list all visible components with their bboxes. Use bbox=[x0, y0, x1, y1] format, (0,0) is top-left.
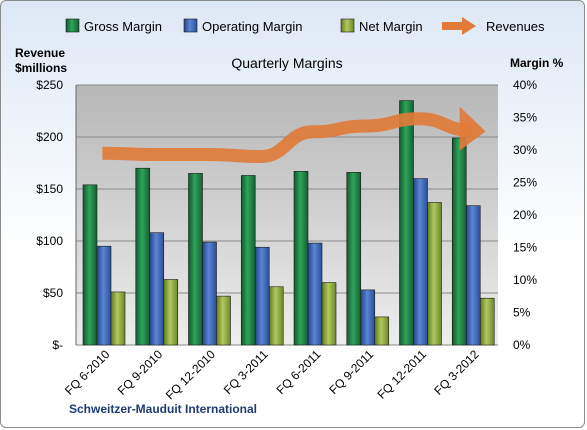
right-tick-label: 20% bbox=[513, 208, 537, 222]
x-tick-label: FQ 6-2011 bbox=[274, 347, 324, 397]
revenue-line-group bbox=[102, 106, 486, 163]
bar-net-margin-2 bbox=[216, 295, 231, 346]
legend-label: Revenues bbox=[486, 19, 545, 34]
legend-swatch-operating-margin bbox=[183, 18, 198, 33]
x-tick-label: FQ 6-2010 bbox=[62, 347, 113, 398]
left-tick-label: $150 bbox=[36, 182, 63, 196]
bar-gross-margin-2 bbox=[188, 173, 203, 346]
right-tick-label: 35% bbox=[513, 111, 537, 125]
bar-operating-margin-6 bbox=[413, 178, 428, 346]
bar-gross-margin-6 bbox=[399, 100, 414, 346]
legend-arrow-icon bbox=[462, 17, 476, 35]
right-tick-label: 30% bbox=[513, 143, 537, 157]
x-tick-label: FQ 3-2012 bbox=[431, 347, 482, 398]
bar-net-margin-1 bbox=[163, 279, 179, 346]
x-tick-label: FQ 3-2011 bbox=[221, 347, 271, 397]
left-tick-label: $- bbox=[52, 338, 63, 352]
bar-operating-margin-0 bbox=[96, 245, 112, 346]
right-tick-label: 0% bbox=[513, 338, 531, 352]
bar-net-margin-7 bbox=[479, 297, 495, 346]
right-tick-label: 25% bbox=[513, 176, 537, 190]
legend-label: Gross Margin bbox=[84, 19, 162, 34]
x-tick-label: FQ 9-2011 bbox=[326, 347, 376, 397]
revenue-arrowhead bbox=[459, 106, 486, 151]
bars-group bbox=[82, 100, 495, 346]
bar-operating-margin-4 bbox=[307, 242, 323, 346]
x-tick-label: FQ 12-2010 bbox=[163, 347, 218, 402]
left-tick-label: $200 bbox=[36, 130, 63, 144]
left-axis-title-line2: $millions bbox=[15, 61, 67, 75]
x-tick-label: FQ 12-2011 bbox=[374, 347, 429, 402]
left-tick-label: $100 bbox=[36, 234, 63, 248]
bar-net-margin-0 bbox=[110, 291, 126, 346]
left-tick-label: $250 bbox=[36, 78, 63, 92]
right-axis-title: Margin % bbox=[510, 56, 564, 70]
bar-gross-margin-1 bbox=[135, 167, 151, 346]
bar-net-margin-6 bbox=[427, 202, 442, 346]
bar-operating-margin-5 bbox=[360, 289, 376, 346]
chart-title: Quarterly Margins bbox=[231, 55, 342, 71]
right-tick-label: 40% bbox=[513, 78, 537, 92]
bar-operating-margin-2 bbox=[202, 241, 217, 346]
bar-gross-margin-0 bbox=[82, 184, 98, 346]
left-axis-title-line1: Revenue bbox=[15, 46, 65, 60]
right-tick-label: 10% bbox=[513, 273, 537, 287]
right-tick-label: 15% bbox=[513, 241, 537, 255]
legend: Gross Margin Operating Margin Net Margin Re… bbox=[65, 17, 545, 35]
left-tick-label: $50 bbox=[43, 286, 63, 300]
bar-net-margin-4 bbox=[321, 282, 337, 346]
bar-net-margin-3 bbox=[268, 286, 284, 346]
bar-operating-margin-7 bbox=[465, 205, 481, 346]
bar-gross-margin-4 bbox=[293, 171, 309, 346]
legend-swatch-net-margin bbox=[340, 18, 355, 33]
bar-gross-margin-5 bbox=[346, 172, 362, 346]
bar-operating-margin-3 bbox=[254, 246, 270, 346]
right-tick-label: 5% bbox=[513, 306, 531, 320]
revenue-line bbox=[102, 112, 472, 163]
bar-net-margin-5 bbox=[374, 316, 390, 346]
bar-gross-margin-7 bbox=[451, 137, 467, 346]
bar-operating-margin-1 bbox=[149, 232, 165, 346]
legend-swatch-gross-margin bbox=[65, 18, 80, 33]
legend-label: Net Margin bbox=[359, 19, 423, 34]
legend-label: Operating Margin bbox=[202, 19, 302, 34]
x-tick-label: FQ 9-2010 bbox=[115, 347, 166, 398]
company-name: Schweitzer-Mauduit International bbox=[69, 402, 257, 416]
bar-gross-margin-3 bbox=[240, 175, 256, 346]
